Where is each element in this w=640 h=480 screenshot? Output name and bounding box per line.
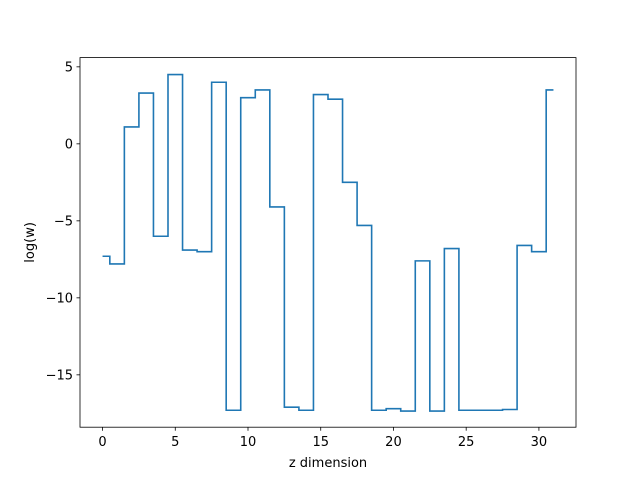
axes-frame (79, 57, 577, 428)
x-tick-label: 30 (531, 435, 548, 450)
y-tick-label: 0 (65, 137, 73, 152)
x-axis: 0 5 10 15 20 25 30 (98, 427, 547, 450)
y-tick-label: −10 (46, 291, 73, 306)
x-tick-label: 25 (458, 435, 475, 450)
data-series-line (102, 73, 554, 412)
y-axis: −15 −10 −5 0 5 (46, 60, 80, 383)
x-tick-label: 20 (385, 435, 402, 450)
y-tick-label: −15 (46, 368, 73, 383)
y-tick-label: 5 (65, 60, 73, 75)
x-tick-label: 15 (312, 435, 329, 450)
y-axis-label: log(w) (23, 222, 38, 263)
y-tick-label: −5 (54, 214, 73, 229)
x-tick-label: 0 (98, 435, 106, 450)
plot-area (79, 57, 577, 428)
x-tick-label: 5 (171, 435, 179, 450)
x-axis-label: z dimension (289, 456, 367, 471)
x-tick-label: 10 (240, 435, 257, 450)
